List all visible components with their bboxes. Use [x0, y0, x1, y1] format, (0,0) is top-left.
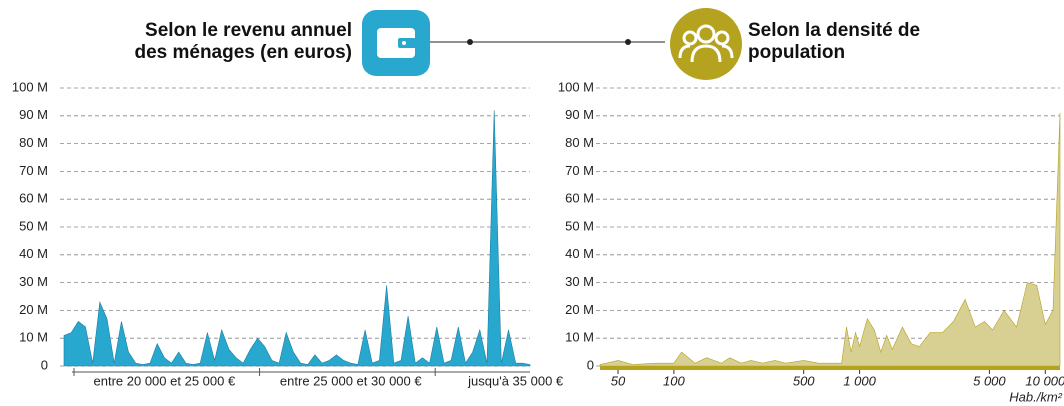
x-tick-label: 50	[611, 373, 626, 388]
y-tick-label: 30 M	[565, 274, 594, 289]
connector-dot	[625, 39, 631, 45]
x-axis-label: Hab./km²	[1009, 389, 1062, 404]
y-tick-label: 50 M	[565, 218, 594, 233]
y-tick-label: 90 M	[19, 107, 48, 122]
y-tick-label: 70 M	[19, 163, 48, 178]
y-tick-label: 50 M	[19, 218, 48, 233]
area	[600, 113, 1060, 366]
x-tick-label: 10 000	[1025, 373, 1064, 388]
chart-title: Selon le revenu annuel des ménages (en e…	[120, 20, 352, 64]
y-tick-label: 90 M	[565, 107, 594, 122]
y-tick-label: 80 M	[565, 135, 594, 150]
x-tick-label: entre 20 000 et 25 000 €	[94, 373, 236, 388]
x-tick-label: entre 25 000 et 30 000 €	[280, 373, 422, 388]
y-tick-label: 100 M	[12, 79, 48, 94]
area	[64, 110, 530, 366]
x-tick-label: 1 000	[843, 373, 876, 388]
x-tick-label: jusqu'à 35 000 €	[467, 373, 564, 388]
y-tick-label: 0	[41, 357, 48, 372]
connector-dot	[467, 39, 473, 45]
y-tick-label: 20 M	[565, 302, 594, 317]
y-tick-label: 80 M	[19, 135, 48, 150]
y-tick-label: 40 M	[19, 246, 48, 261]
y-tick-label: 10 M	[565, 330, 594, 345]
y-tick-label: 70 M	[565, 163, 594, 178]
x-tick-label: 100	[663, 373, 685, 388]
y-tick-label: 30 M	[19, 274, 48, 289]
y-tick-label: 60 M	[565, 191, 594, 206]
people-icon	[670, 8, 742, 80]
x-tick-label: 5 000	[973, 373, 1006, 388]
x-tick-label: 500	[793, 373, 815, 388]
wallet-icon	[362, 10, 430, 76]
y-tick-label: 100 M	[558, 79, 594, 94]
y-tick-label: 60 M	[19, 191, 48, 206]
chart-title: Selon la densité de population	[748, 20, 928, 64]
y-tick-label: 40 M	[565, 246, 594, 261]
page: 0 10 M 20 M 30 M 40 M 50 M 60 M 70 M 80 M 90 M 100…	[0, 0, 1064, 406]
y-tick-label: 0	[587, 357, 594, 372]
y-tick-label: 20 M	[19, 302, 48, 317]
y-tick-label: 10 M	[19, 330, 48, 345]
